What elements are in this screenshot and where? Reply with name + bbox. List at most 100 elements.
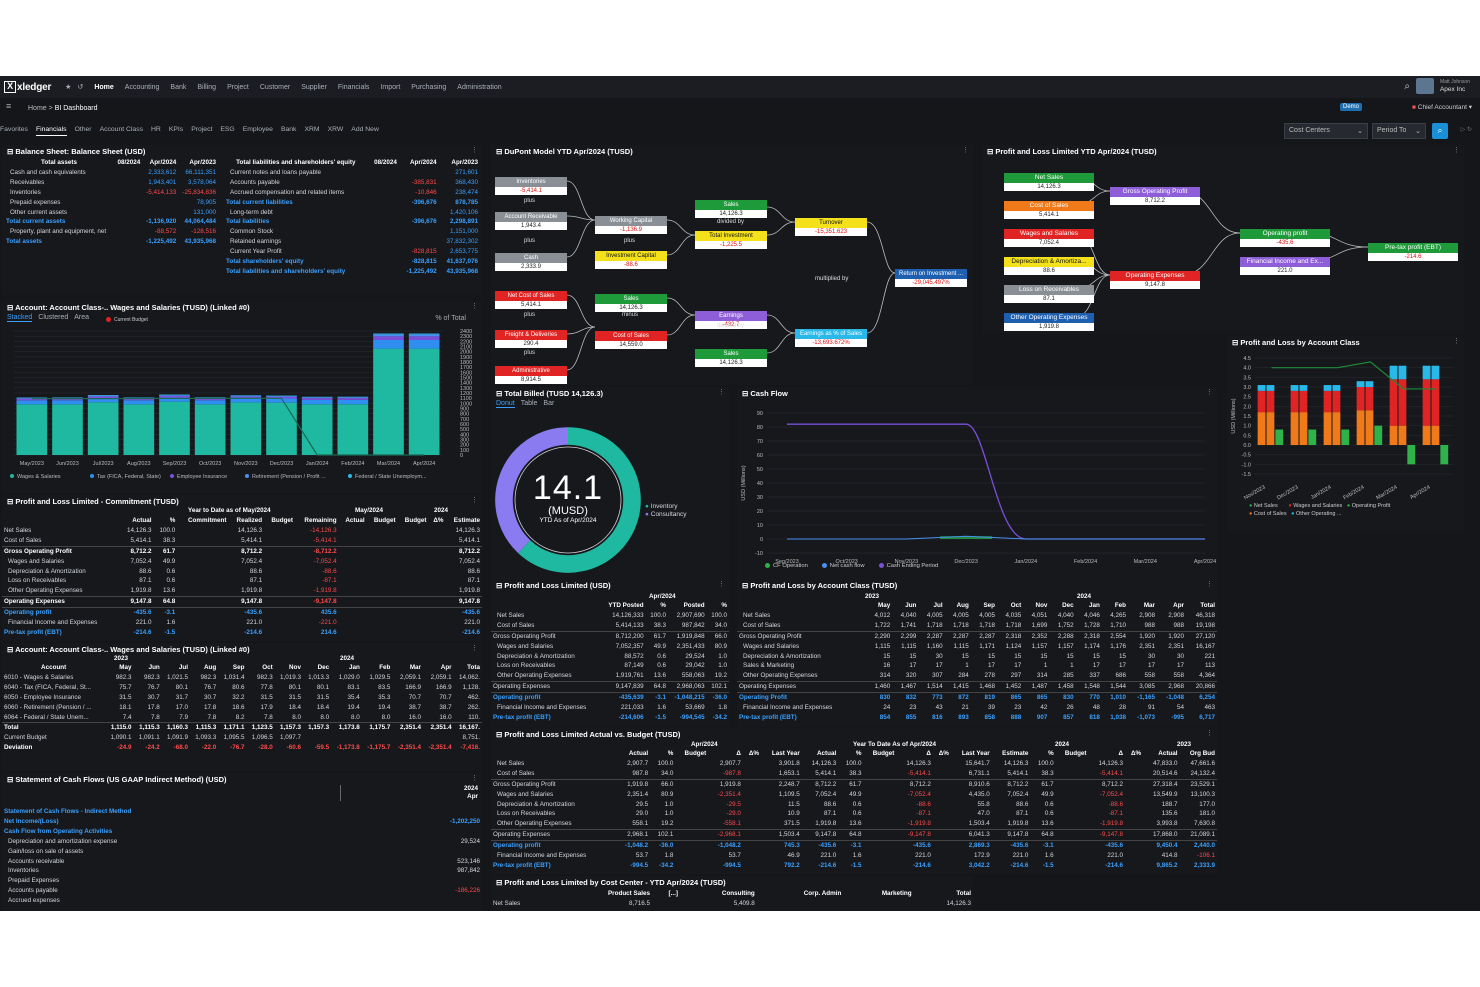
operating-profit-bar[interactable] [1341, 429, 1350, 445]
bar-segment[interactable] [1299, 385, 1308, 391]
table-row[interactable]: Statement of Cash Flows - Indirect Metho… [2, 807, 482, 817]
column-header[interactable]: Budget [1064, 750, 1087, 757]
tab-account-class[interactable]: Account Class [99, 126, 144, 133]
tab-stacked[interactable]: Stacked [7, 314, 33, 322]
column-header[interactable] [491, 749, 615, 759]
column-header[interactable]: Jan [348, 664, 360, 671]
table-row[interactable]: Cost of Sales 1,722 1,741 1,718 1,718 1,718 1,… [737, 621, 1217, 631]
column-header[interactable]: Total [956, 890, 971, 897]
bar-segment[interactable] [16, 404, 48, 455]
column-header[interactable]: Jun [905, 602, 917, 609]
column-header[interactable]: Last Year [961, 750, 990, 757]
column-header[interactable]: YTD Posted [608, 602, 644, 609]
nav-item-administration[interactable]: Administration [457, 83, 502, 91]
more-icon[interactable]: ⋮ [1206, 730, 1213, 737]
column-header[interactable]: Budget [872, 750, 895, 757]
refresh-icon[interactable]: ▷ ↻ [1460, 127, 1472, 133]
bar-segment[interactable] [373, 348, 404, 455]
cost-centers-select[interactable]: Cost Centers ⌄ [1284, 123, 1368, 139]
tab-donut[interactable]: Donut [496, 400, 515, 408]
star-icon[interactable]: ★ [65, 84, 72, 91]
column-header[interactable]: May [877, 602, 891, 609]
table-row[interactable]: Receivables 1,943,401 3,578,064 [4, 178, 218, 188]
bar-segment[interactable] [16, 400, 48, 405]
table-row[interactable]: Operating profit -435,639 -3.1 -1,048,215 -3… [491, 692, 729, 704]
column-header[interactable]: Budget [373, 517, 396, 524]
table-row[interactable]: Other Operating Expenses 1,919.8 13.6 1,919… [2, 586, 482, 596]
bar-segment[interactable] [1389, 425, 1398, 445]
bar-segment[interactable] [1365, 381, 1374, 387]
bar-segment[interactable] [159, 397, 190, 402]
tab-favorites[interactable]: Favorites [0, 126, 28, 133]
table-row[interactable]: Total 1,115.0 1,115.3 1,160.3 1,115.3 1,171.1… [2, 722, 482, 734]
node-oo[interactable]: Other Operating Expenses 1,919.8 [1004, 313, 1094, 331]
table-row[interactable]: Accounts payable -385,831 368,430 [224, 178, 480, 188]
column-header[interactable]: Dec [1062, 602, 1074, 609]
table-row[interactable]: Operating Profit 830 832 773 872 819 865 865 830… [737, 692, 1217, 704]
nav-item-home[interactable]: Home [94, 83, 114, 91]
column-header[interactable]: % [1048, 750, 1054, 757]
node-turnover[interactable]: Turnover -15,351.623 [795, 218, 867, 236]
more-icon[interactable]: ⋮ [471, 775, 478, 782]
column-header[interactable]: Δ% [433, 517, 444, 524]
node-inventories[interactable]: Inventories -5,414.1 [495, 177, 567, 195]
bar-segment[interactable] [1299, 412, 1308, 445]
bar-segment[interactable] [301, 404, 333, 455]
table-row[interactable]: Financial Income and Expenses 53.7 1.8 53.7… [491, 851, 1217, 861]
tab-other[interactable]: Other [74, 126, 92, 133]
table-row[interactable]: Total liabilities -396,676 2,298,891 [224, 217, 480, 227]
column-header[interactable]: Δ% [938, 750, 949, 757]
bar-segment[interactable] [1398, 379, 1407, 426]
operating-profit-bar[interactable] [1407, 445, 1416, 465]
bar-segment[interactable] [1389, 379, 1398, 426]
cf-operation-bar[interactable] [940, 536, 993, 539]
column-header[interactable]: Jul [178, 664, 189, 671]
table-row[interactable]: Net Income/(Loss) -1,202,250 [2, 817, 482, 827]
table-row[interactable]: Cash Flow from Operating Activities [2, 827, 482, 837]
bar-segment[interactable] [52, 398, 83, 401]
bar-segment[interactable] [1365, 387, 1374, 411]
column-header[interactable]: Sep [232, 664, 245, 671]
table-row[interactable]: Wages and Salaries 7,052.4 49.9 7,052.4 -7,0… [2, 557, 482, 567]
user-info[interactable]: Matt Johnson Apex Inc [1440, 78, 1470, 94]
bar-segment[interactable] [1257, 390, 1266, 413]
net-sales-line[interactable] [1271, 361, 1437, 390]
bar-segment[interactable] [1257, 385, 1266, 391]
node-sales2[interactable]: Sales 14,126.3 [595, 294, 667, 312]
table-row[interactable]: Accrued expenses [2, 896, 482, 906]
operating-profit-bar[interactable] [1440, 445, 1449, 465]
operating-profit-bar[interactable] [1308, 429, 1317, 445]
table-row[interactable]: Loss on Receivables 87.1 0.6 87.1 -87.1 87.1 [2, 576, 482, 586]
table-row[interactable]: Operating Expenses 9,147.8 64.8 9,147.8 -9,1… [2, 596, 482, 608]
column-header[interactable]: May [119, 664, 132, 671]
table-row[interactable]: Pre-tax profit (EBT) -214.6 -1.5 -214.6 214.… [2, 628, 482, 638]
table-row[interactable]: Operating Expenses 1,460 1,467 1,514 1,415 1,… [737, 681, 1217, 693]
column-header[interactable]: Apr/2023 [189, 159, 216, 166]
tab-project[interactable]: Project [191, 126, 213, 133]
column-header[interactable]: Δ% [1130, 750, 1142, 757]
column-header[interactable]: Actual [345, 517, 365, 524]
bar-segment[interactable] [194, 404, 226, 455]
table-row[interactable]: Wages and Salaries 2,351.4 80.9 -2,351.4 1,1… [491, 790, 1217, 800]
column-header[interactable]: Oct [262, 664, 273, 671]
bar-segment[interactable] [1290, 385, 1299, 391]
node-freight[interactable]: Freight & Deliveries 290.4 [495, 330, 567, 348]
table-row[interactable]: Cash and cash equivalents 2,333,612 66,111… [4, 168, 218, 178]
bar-segment[interactable] [87, 396, 119, 399]
bar-segment[interactable] [123, 404, 155, 455]
table-row[interactable]: Depreciation & Amortization 88.6 0.6 88.6 -8… [2, 567, 482, 577]
bar-segment[interactable] [1323, 390, 1332, 413]
operating-profit-bar[interactable] [1374, 425, 1383, 445]
column-header[interactable]: Apr/2024 [149, 159, 177, 166]
column-header[interactable]: Actual [1158, 750, 1178, 757]
nav-item-project[interactable]: Project [227, 83, 249, 91]
bar-segment[interactable] [1389, 365, 1398, 380]
bar-segment[interactable] [1356, 381, 1365, 387]
column-header[interactable]: Feb [1114, 602, 1127, 609]
node-lr[interactable]: Loss on Receivables 87.1 [1004, 285, 1094, 303]
table-row[interactable]: Wages and Salaries 7,052,357 49.9 2,351,433… [491, 642, 729, 652]
column-header[interactable]: Δ% [748, 750, 759, 757]
node-cos[interactable]: Cost of Sales 5,414.1 [1004, 201, 1094, 219]
column-header[interactable]: Org Bud [1189, 750, 1215, 757]
